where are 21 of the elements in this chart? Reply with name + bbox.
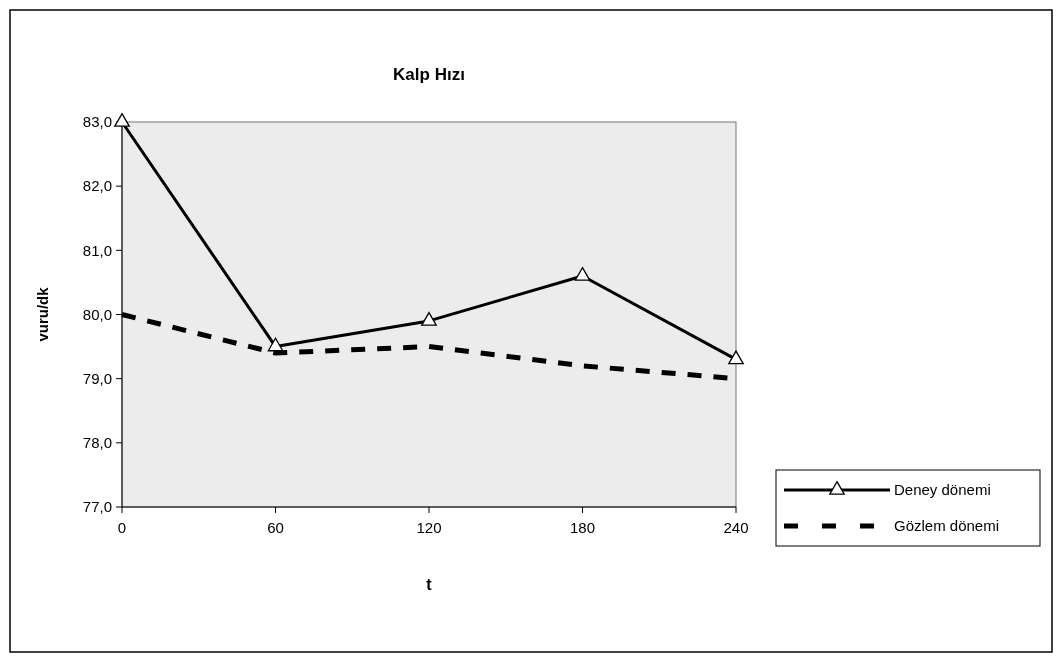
x-tick-label: 120: [416, 519, 442, 536]
y-tick-label: 83,0: [82, 113, 112, 131]
point: [728, 350, 744, 365]
x-tick-label: 180: [569, 519, 596, 536]
x-tick-label: 240: [723, 519, 749, 536]
y-tick-label: 79,0: [82, 369, 112, 387]
y-tick-label: 77,0: [82, 498, 112, 516]
chart-title: Kalp Hızı: [393, 65, 465, 84]
y-axis-title: vuru/dk: [34, 286, 51, 342]
point: [114, 113, 130, 127]
y-tick-label: 81,0: [82, 241, 112, 259]
y-tick-label: 78,0: [82, 434, 112, 452]
x-tick-label: 60: [267, 519, 284, 536]
x-tick-label: 0: [117, 519, 127, 536]
text: Deney dönemi: [894, 481, 991, 499]
x-axis-title: t: [426, 576, 433, 593]
y-tick-label: 82,0: [82, 177, 112, 195]
text: Gözlem dönemi: [894, 517, 1000, 535]
point: [574, 267, 591, 281]
point: [421, 311, 437, 326]
y-tick-label: 80,0: [82, 305, 112, 323]
